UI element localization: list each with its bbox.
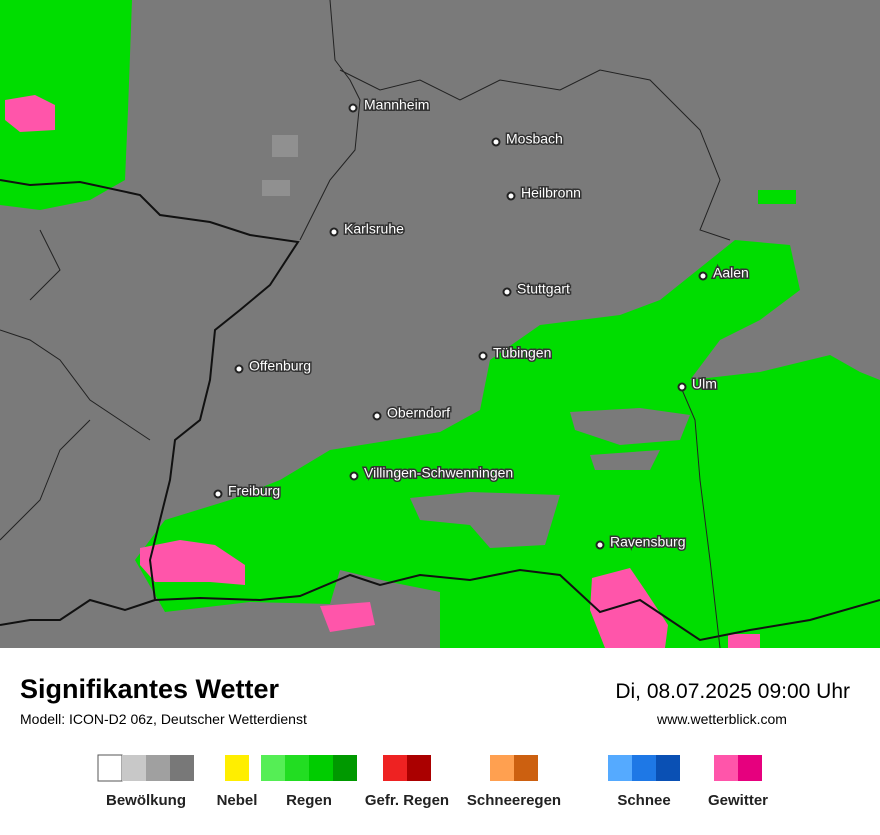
legend-swatch xyxy=(333,755,357,781)
legend-swatch xyxy=(122,755,146,781)
legend-swatch xyxy=(514,755,538,781)
map: Mannheim Mosbach Heilbronn Karlsruhe Aal… xyxy=(0,0,880,649)
city-label: Stuttgart xyxy=(517,281,570,297)
legend-label: Bewölkung xyxy=(106,792,186,809)
model: Modell: ICON-D2 06z, Deutscher Wetterdie… xyxy=(20,711,307,727)
legend-label: Schnee xyxy=(617,792,670,809)
city-label: Karlsruhe xyxy=(344,221,404,237)
city-label: Aalen xyxy=(713,265,749,281)
city-label: Ulm xyxy=(692,376,717,392)
legend-swatch xyxy=(225,755,249,781)
website: www.wetterblick.com xyxy=(656,711,787,727)
legend-label: Gewitter xyxy=(708,792,768,809)
city-markers xyxy=(213,103,708,550)
legend-swatch xyxy=(738,755,762,781)
legend-swatch xyxy=(608,755,632,781)
legend-swatch xyxy=(146,755,170,781)
rain-areas xyxy=(0,0,880,648)
legend-label: Gefr. Regen xyxy=(365,792,449,809)
city-label: Offenburg xyxy=(249,358,311,374)
footer: Signifikantes Wetter Modell: ICON-D2 06z… xyxy=(20,674,850,727)
title: Signifikantes Wetter xyxy=(20,674,280,704)
legend-swatch xyxy=(261,755,285,781)
legend-swatch xyxy=(407,755,431,781)
city-label: Ravensburg xyxy=(610,534,686,550)
legend-swatch xyxy=(97,754,123,782)
legend-swatch xyxy=(490,755,514,781)
legend-label: Schneeregen xyxy=(467,792,561,809)
legend-swatch xyxy=(309,755,333,781)
legend-swatch xyxy=(170,755,194,781)
borders xyxy=(0,0,880,649)
legend: Bewölkung Nebel Regen Gefr. Regen Schneerege… xyxy=(97,754,768,809)
legend-label: Nebel xyxy=(217,792,258,809)
city-label: Oberndorf xyxy=(387,405,450,421)
city-label: Heilbronn xyxy=(521,185,581,201)
legend-swatch xyxy=(285,755,309,781)
cloud-patches xyxy=(262,135,298,196)
legend-swatch xyxy=(383,755,407,781)
dry-holes xyxy=(410,408,690,548)
legend-swatch xyxy=(714,755,738,781)
legend-swatch xyxy=(632,755,656,781)
city-label: Villingen-Schwenningen xyxy=(364,465,513,481)
city-label: Freiburg xyxy=(228,483,280,499)
city-label: Mosbach xyxy=(506,131,563,147)
legend-label: Regen xyxy=(286,792,332,809)
thunderstorm-areas xyxy=(5,95,760,648)
datetime: Di, 08.07.2025 09:00 Uhr xyxy=(615,680,850,703)
legend-swatch xyxy=(656,755,680,781)
city-label: Mannheim xyxy=(364,97,429,113)
city-label: Tübingen xyxy=(493,345,551,361)
